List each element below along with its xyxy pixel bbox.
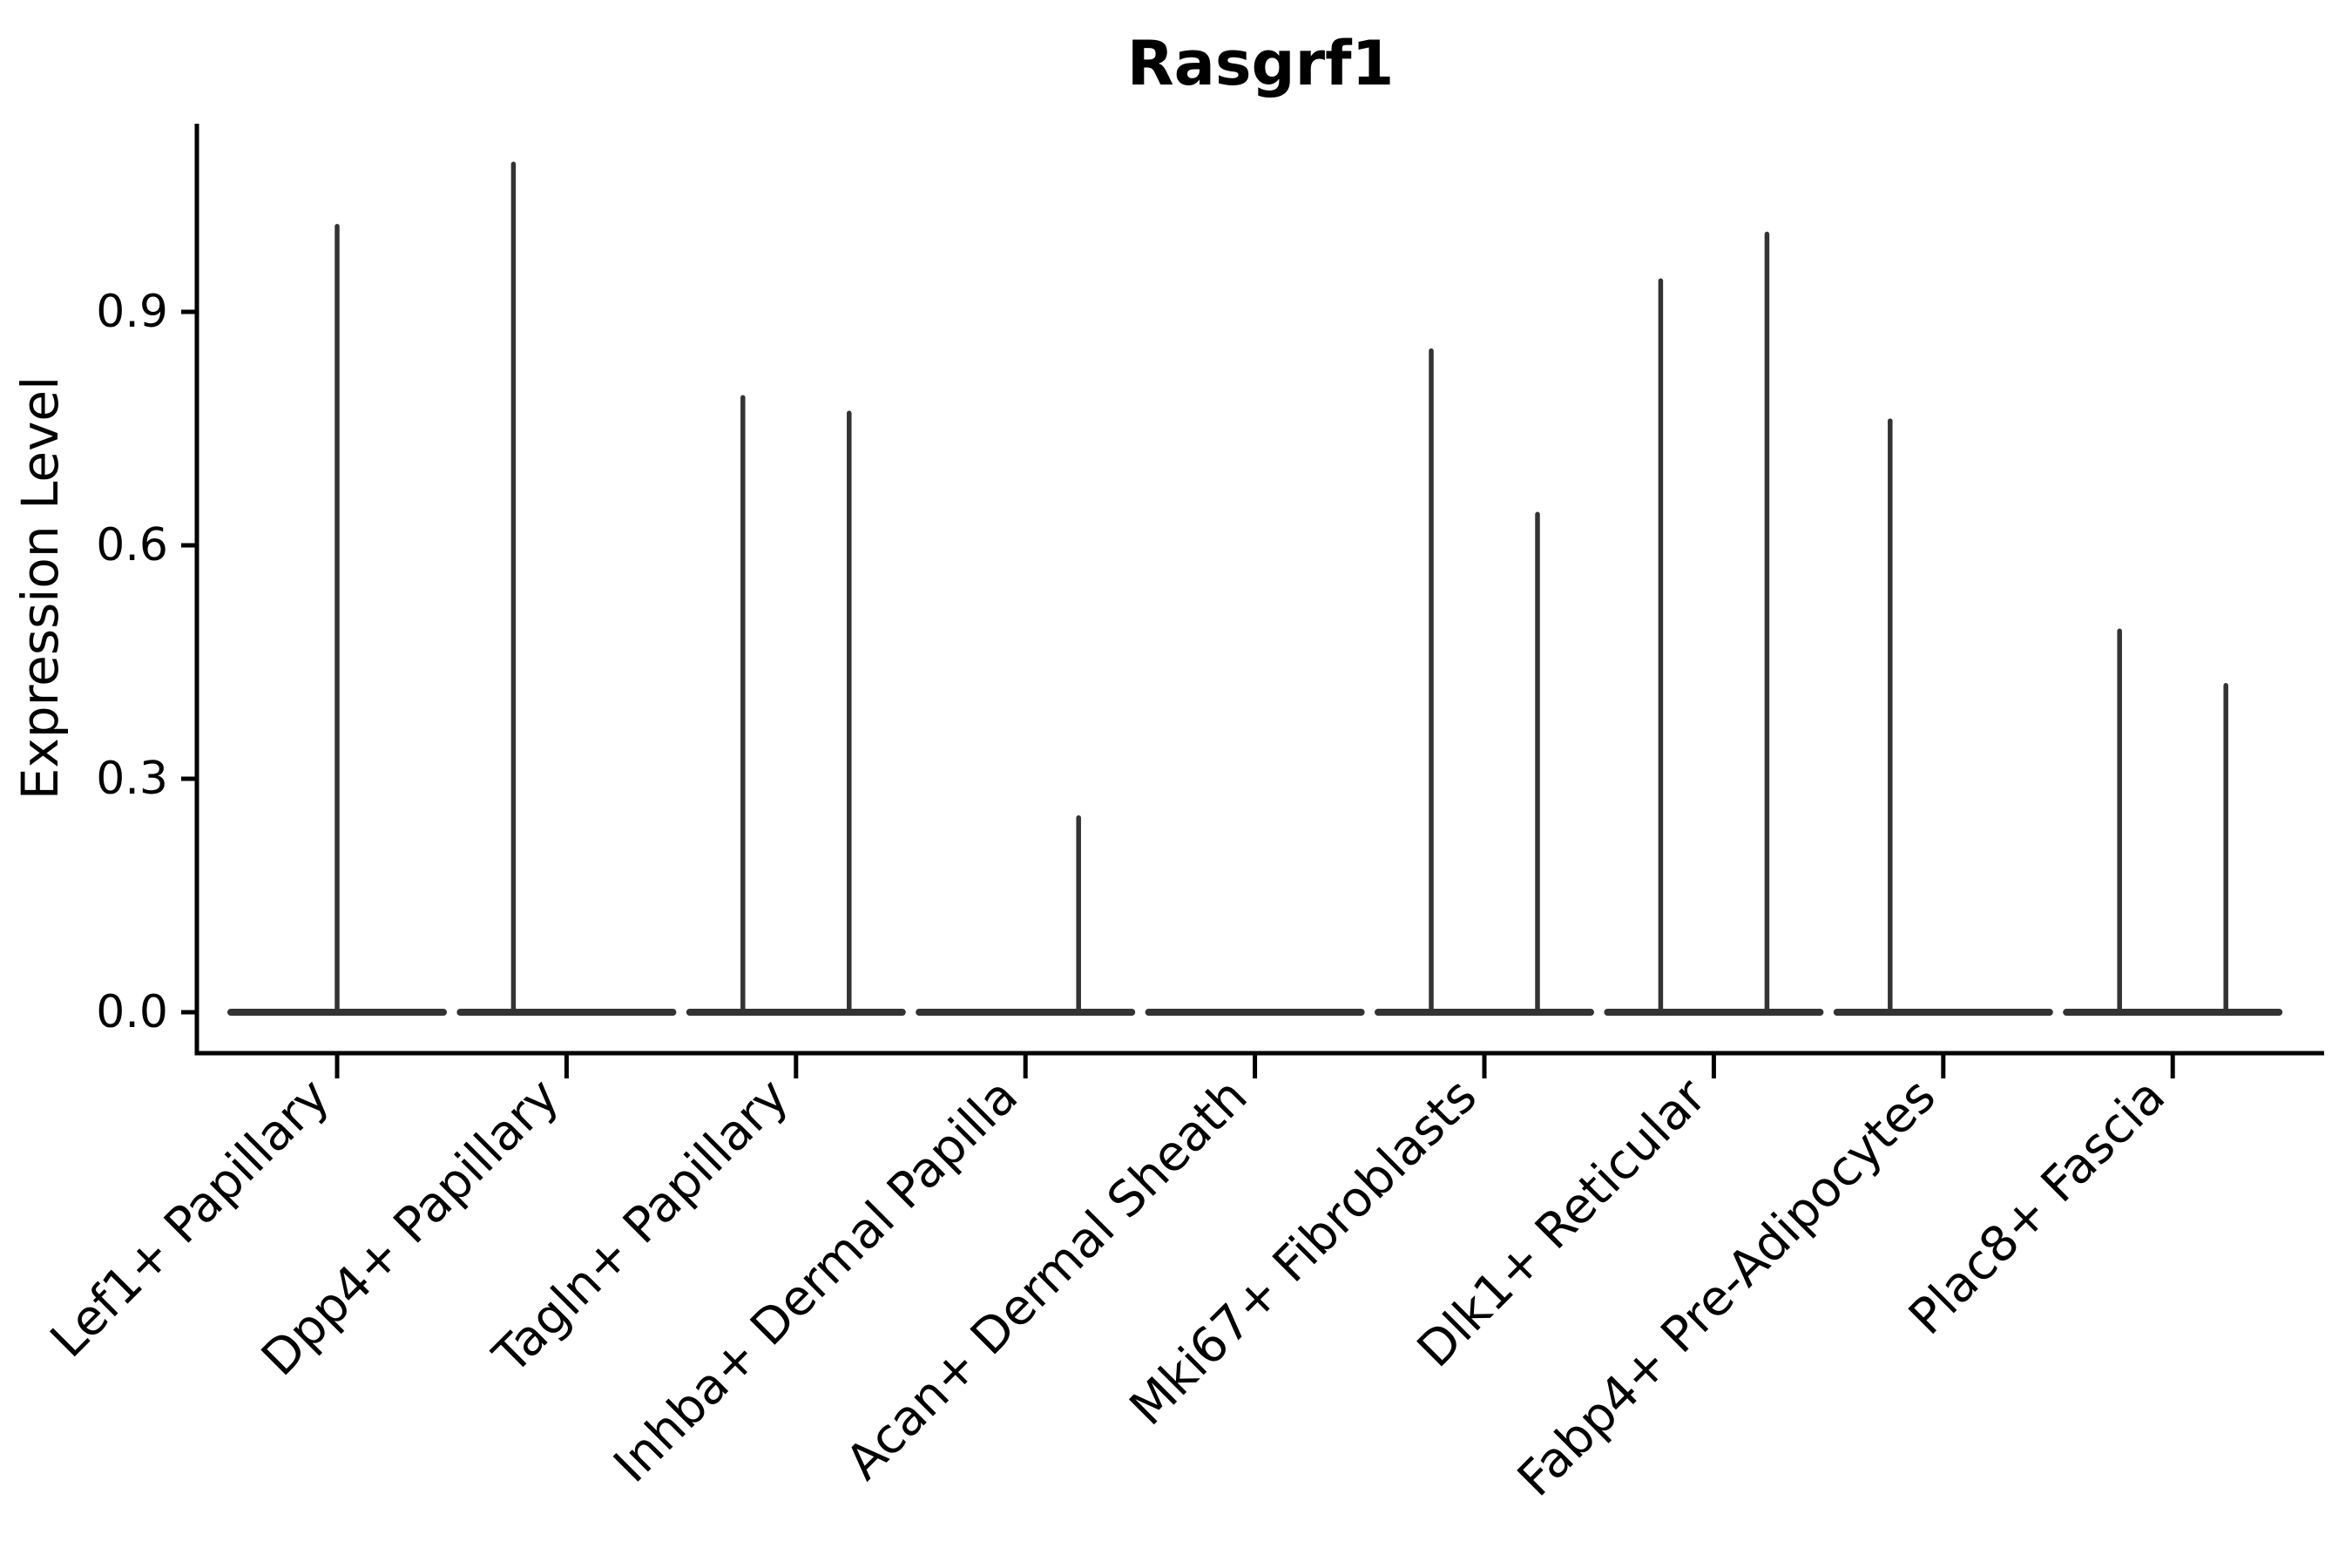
violin-7 — [1604, 231, 1824, 1016]
violin-8 — [1833, 418, 2053, 1016]
y-tick-label: 0.6 — [96, 519, 168, 571]
violin-1 — [227, 223, 447, 1016]
y-tick-label: 0.9 — [96, 286, 168, 338]
y-tick-label: 0.0 — [96, 986, 168, 1038]
violin-6 — [1375, 348, 1594, 1016]
violins — [227, 161, 2283, 1016]
chart-title: Rasgrf1 — [1127, 28, 1395, 99]
x-tick-label: Inhba+ Dermal Papilla — [603, 1068, 1029, 1494]
violin-9 — [2063, 628, 2283, 1016]
y-tick-label: 0.3 — [96, 753, 168, 805]
violin-2 — [456, 161, 677, 1016]
x-tick-label: Acan+ Dermal Sheath — [835, 1068, 1259, 1491]
violin-4 — [916, 814, 1136, 1016]
x-tick-label: Fabp4+ Pre-Adipocytes — [1507, 1068, 1947, 1508]
y-axis-label: Expression Level — [10, 376, 70, 800]
violin-3 — [686, 395, 906, 1016]
